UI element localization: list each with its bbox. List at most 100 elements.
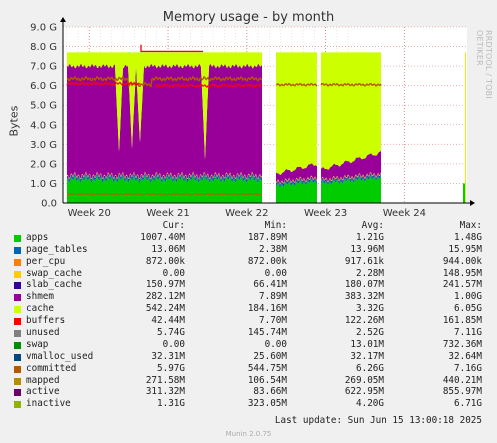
x-tick-labels: Week 20 Week 21 Week 22 Week 23 Week 24 — [68, 208, 426, 219]
legend-cur: 311.32M — [145, 386, 185, 398]
legend-avg: 122.26M — [344, 315, 384, 327]
legend-swatch — [14, 306, 21, 314]
legend-swatch — [14, 318, 21, 326]
legend-avg: 2.28M — [356, 267, 384, 279]
legend-swatch — [14, 401, 21, 409]
legend-header-max: Max: — [459, 220, 482, 231]
legend-min: 145.74M — [247, 327, 287, 339]
legend-min: 544.75M — [247, 362, 287, 374]
legend-max: 6.05G — [454, 303, 482, 315]
legend-row-unused: unused 5.74G 145.74M 2.52G 7.11G — [0, 327, 497, 339]
legend-row-page_tables: page_tables 13.06M 2.38M 13.96M 15.95M — [0, 244, 497, 256]
y-tick-label: 6.0 G — [30, 81, 57, 92]
legend-max: 944.00k — [442, 255, 482, 267]
legend-row-buffers: buffers 42.44M 7.70M 122.26M 161.85M — [0, 315, 497, 327]
y-tick-label: 2.0 G — [30, 159, 57, 170]
legend-row-committed: committed 5.97G 544.75M 6.26G 7.16G — [0, 363, 497, 375]
committed-line — [275, 82, 318, 87]
legend-name: per_cpu — [26, 255, 66, 267]
legend-name: slab_cache — [26, 279, 82, 291]
x-tick-label: Week 23 — [304, 208, 347, 219]
legend-name: inactive — [26, 398, 71, 410]
x-tick-label: Week 20 — [68, 208, 111, 219]
legend-swatch — [14, 353, 21, 361]
legend-name: page_tables — [26, 243, 88, 255]
legend-row-mapped: mapped 271.58M 106.54M 269.05M 440.21M — [0, 375, 497, 387]
legend-swatch — [14, 282, 21, 290]
legend-avg: 180.07M — [344, 279, 384, 291]
legend-max: 732.36M — [442, 338, 482, 350]
legend-avg: 1.21G — [356, 231, 384, 243]
legend-max: 161.85M — [442, 315, 482, 327]
legend-max: 6.71G — [454, 398, 482, 410]
legend-row-apps: apps 1007.40M 187.89M 1.21G 1.48G — [0, 232, 497, 244]
legend-max: 1.00G — [454, 291, 482, 303]
legend-swatch — [14, 341, 21, 349]
y-tick-label: 7.0 G — [30, 62, 57, 73]
area-layer — [321, 52, 381, 170]
legend-avg: 6.26G — [356, 362, 384, 374]
legend-cur: 282.12M — [145, 291, 185, 303]
legend-cur: 32.31M — [151, 350, 185, 362]
legend-avg: 13.96M — [350, 243, 384, 255]
legend-min: 25.60M — [253, 350, 287, 362]
legend-name: swap — [26, 338, 49, 350]
legend-row-inactive: inactive 1.31G 323.05M 4.20G 6.71G — [0, 398, 497, 410]
area-layer — [67, 175, 262, 203]
legend-swatch — [14, 258, 21, 266]
legend-swatch — [14, 270, 21, 278]
area-layer — [67, 63, 262, 179]
area-layer — [321, 175, 381, 203]
area-layer — [321, 173, 381, 186]
legend-min: 872.00k — [247, 255, 287, 267]
y-tick-label: 9.0 G — [30, 23, 57, 34]
legend-name: cache — [26, 303, 54, 315]
legend-min: 7.89M — [259, 291, 287, 303]
legend-row-swap_cache: swap_cache 0.00 0.00 2.28M 148.95M — [0, 268, 497, 280]
legend-max: 855.97M — [442, 386, 482, 398]
legend-name: active — [26, 386, 60, 398]
legend-max: 148.95M — [442, 267, 482, 279]
area-layer — [276, 177, 317, 188]
legend-avg: 4.20G — [356, 398, 384, 410]
y-tick-labels: 0.0 1.0 G 2.0 G 3.0 G 4.0 G 5.0 G 6.0 G 7.0 G 8.… — [30, 23, 57, 210]
legend-swatch — [14, 389, 21, 397]
legend-cur: 42.44M — [151, 315, 185, 327]
x-axis-arrow — [470, 200, 475, 206]
legend-cur: 5.97G — [157, 362, 185, 374]
legend-avg: 13.01M — [350, 338, 384, 350]
legend-name: vmalloc_used — [26, 350, 94, 362]
area-layer — [321, 172, 381, 184]
legend-name: committed — [26, 362, 77, 374]
legend-avg: 2.52G — [356, 327, 384, 339]
legend-min: 0.00 — [264, 267, 287, 279]
legend-min: 187.89M — [247, 231, 287, 243]
y-tick-label: 1.0 G — [30, 179, 57, 190]
legend-min: 184.16M — [247, 303, 287, 315]
y-tick-label: 5.0 G — [30, 101, 57, 112]
last-update: Last update: Sun Jun 15 13:00:18 2025 — [274, 415, 482, 426]
area-layer — [276, 179, 317, 203]
x-tick-label: Week 22 — [225, 208, 268, 219]
y-tick-label: 0.0 — [41, 199, 57, 210]
legend-avg: 383.32M — [344, 291, 384, 303]
legend-row-active: active 311.32M 83.66M 622.95M 855.97M — [0, 386, 497, 398]
x-tick-label: Week 24 — [383, 208, 426, 219]
legend-name: apps — [26, 231, 49, 243]
area-layer — [276, 176, 317, 186]
y-tick-label: 4.0 G — [30, 120, 57, 131]
legend-cur: 271.58M — [145, 374, 185, 386]
legend-min: 106.54M — [247, 374, 287, 386]
area-stub — [463, 183, 465, 203]
legend-swatch — [14, 365, 21, 373]
legend-avg: 917.61k — [344, 255, 384, 267]
legend-header-cur: Cur: — [162, 220, 185, 231]
legend-row-vmalloc_used: vmalloc_used 32.31M 25.60M 32.17M 32.64M — [0, 351, 497, 363]
y-tick-label: 3.0 G — [30, 140, 57, 151]
legend-cur: 872.00k — [145, 255, 185, 267]
legend-max: 7.11G — [454, 327, 482, 339]
legend-avg: 622.95M — [344, 386, 384, 398]
legend-name: swap_cache — [26, 267, 82, 279]
committed-line — [66, 75, 263, 89]
legend-max: 241.57M — [442, 279, 482, 291]
